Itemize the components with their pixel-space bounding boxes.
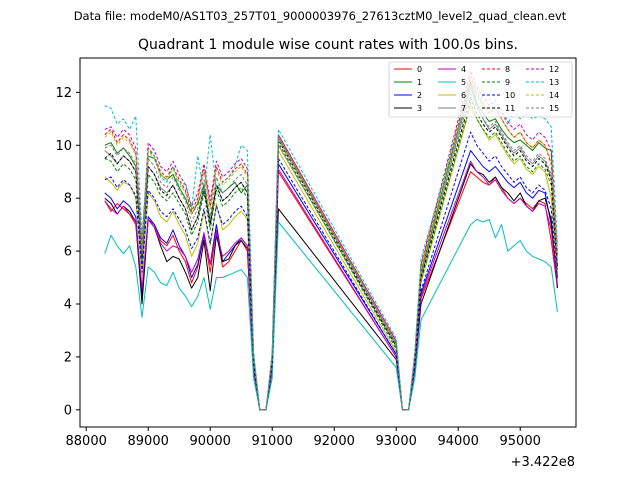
legend-label: 10 (505, 91, 515, 100)
legend-label: 7 (461, 104, 466, 113)
legend-entry: 7 (438, 104, 466, 113)
legend-label: 15 (549, 104, 559, 113)
legend-entry: 11 (482, 104, 515, 113)
legend-label: 1 (417, 78, 422, 87)
chart-title: Quadrant 1 module wise count rates with … (138, 37, 518, 53)
legend-entry: 0 (394, 65, 422, 74)
chart-suptitle: Data file: modeM0/AS1T03_257T01_90000039… (74, 9, 567, 23)
legend-entry: 14 (526, 91, 559, 100)
legend-entry: 6 (438, 91, 466, 100)
plot-frame (79, 57, 577, 428)
legend-label: 3 (417, 104, 422, 113)
legend-entry: 9 (482, 78, 510, 87)
legend-entry: 2 (394, 91, 422, 100)
x-tick-label: 93000 (376, 434, 417, 449)
legend-label: 11 (505, 104, 515, 113)
legend-label: 2 (417, 91, 422, 100)
x-tick-label: 95000 (500, 434, 541, 449)
y-tick-label: 8 (64, 192, 72, 207)
legend-label: 13 (549, 78, 559, 87)
legend-label: 6 (461, 91, 466, 100)
x-tick-label: 94000 (438, 434, 479, 449)
legend-entry: 10 (482, 91, 515, 100)
y-tick-label: 6 (64, 245, 72, 260)
x-offset-label: +3.422e8 (511, 455, 575, 470)
x-tick-label: 91000 (252, 434, 293, 449)
legend-label: 5 (461, 78, 466, 87)
y-tick-label: 0 (64, 403, 72, 418)
legend-label: 0 (417, 65, 422, 74)
legend-label: 14 (549, 91, 559, 100)
series-line-5 (104, 218, 558, 411)
y-tick-label: 12 (55, 86, 72, 101)
legend-entry: 3 (394, 104, 422, 113)
x-tick-label: 92000 (314, 434, 355, 449)
legend-entry: 12 (526, 65, 559, 74)
legend-frame (388, 61, 573, 118)
y-tick-label: 10 (55, 139, 72, 154)
legend-entry: 15 (526, 104, 559, 113)
legend-entry: 5 (438, 78, 466, 87)
y-tick-label: 2 (64, 350, 72, 365)
y-tick-label: 4 (64, 298, 72, 313)
legend-label: 4 (461, 65, 466, 74)
series-line-4 (104, 160, 558, 411)
legend-label: 12 (549, 65, 559, 74)
legend-label: 9 (505, 78, 510, 87)
legend-entry: 4 (438, 65, 466, 74)
x-tick-label: 88000 (66, 434, 107, 449)
series-line-15 (104, 91, 558, 411)
legend-label: 8 (505, 65, 510, 74)
legend-entry: 8 (482, 65, 510, 74)
x-tick-label: 89000 (128, 434, 169, 449)
series-line-11 (104, 97, 558, 411)
series-line-10 (104, 131, 558, 411)
x-tick-label: 90000 (190, 434, 231, 449)
legend-entry: 1 (394, 78, 422, 87)
legend-entry: 13 (526, 78, 559, 87)
